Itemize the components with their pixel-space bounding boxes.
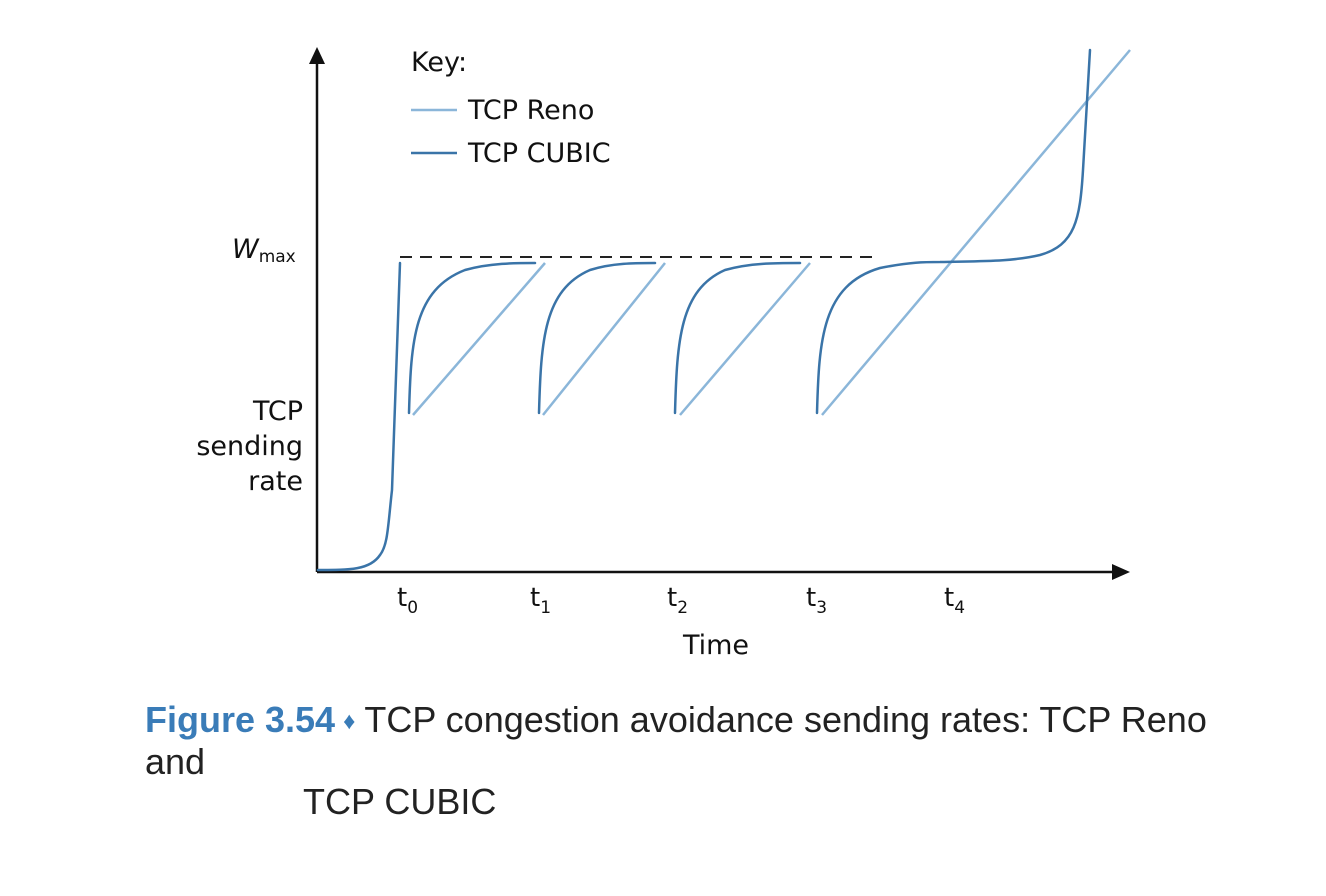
cubic-segment	[537, 261, 657, 415]
reno-segment	[412, 262, 546, 416]
diamond-icon: ♦	[343, 708, 356, 735]
reno-segment	[542, 262, 666, 416]
cubic-startup-curve	[316, 261, 402, 572]
x-axis-arrow	[1112, 564, 1130, 580]
x-axis-label: Time	[682, 630, 749, 661]
reno-segment	[821, 49, 1131, 416]
wmax-label: Wmax	[232, 234, 296, 267]
wmax-main: W	[232, 234, 260, 265]
reno-series	[412, 49, 1131, 416]
key-title: Key:	[411, 47, 467, 78]
caption-line2: TCP CUBIC	[303, 781, 497, 822]
cubic-segment	[815, 48, 1092, 415]
reno-segment	[679, 262, 811, 416]
y-axis-arrow	[309, 47, 325, 64]
tick-t4: t4	[944, 583, 965, 618]
tick-t1: t1	[530, 583, 551, 618]
caption-line1: TCP congestion avoidance sending rates: …	[145, 699, 1207, 782]
key-cubic-label: TCP CUBIC	[467, 138, 611, 169]
y-axis-label-line1: TCP	[252, 396, 303, 427]
figure-number: Figure 3.54	[145, 699, 336, 740]
cubic-segment	[407, 261, 537, 415]
cubic-series	[316, 48, 1092, 572]
cubic-segment	[673, 261, 802, 415]
key-reno-label: TCP Reno	[467, 95, 594, 126]
tick-t0: t0	[397, 583, 418, 618]
tick-t3: t3	[806, 583, 827, 618]
y-axis-label-line3: rate	[248, 466, 303, 497]
figure-caption: Figure 3.54 ♦ TCP congestion avoidance sen…	[145, 700, 1265, 822]
tick-t2: t2	[667, 583, 688, 618]
wmax-sub: max	[259, 247, 296, 267]
y-axis-label-line2: sending	[196, 431, 303, 462]
